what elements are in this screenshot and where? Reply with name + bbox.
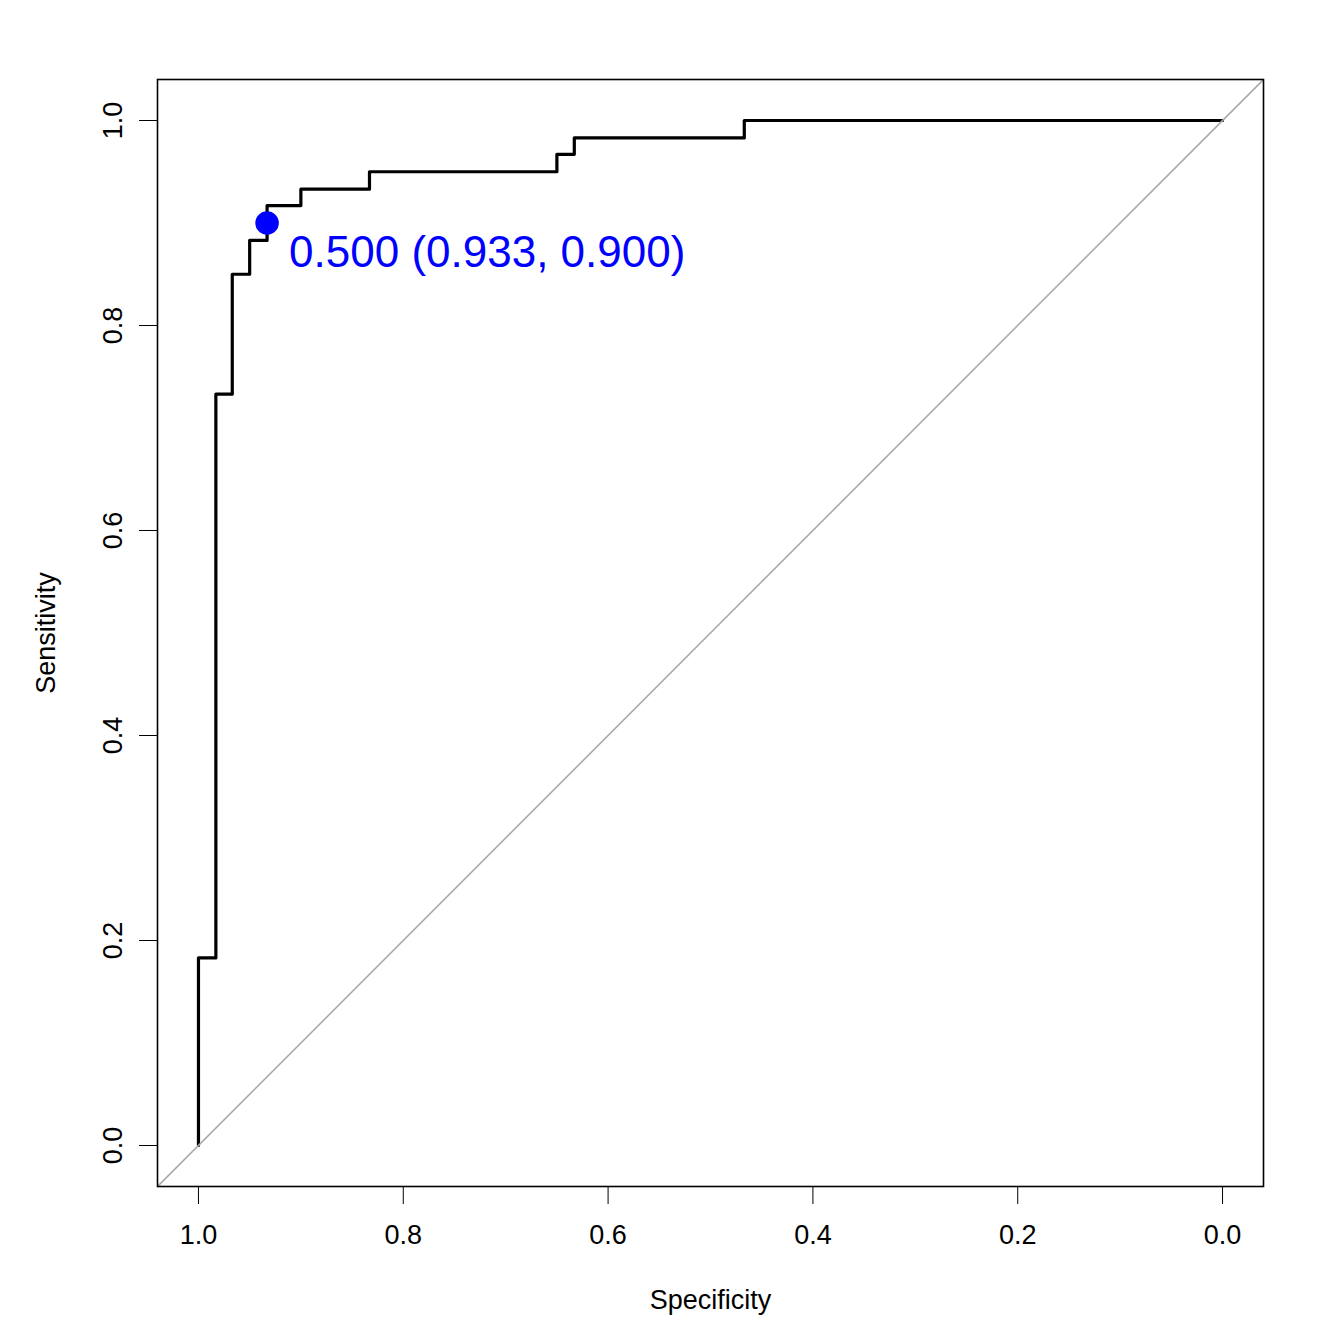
svg-text:0.500 (0.933, 0.900): 0.500 (0.933, 0.900) bbox=[289, 227, 685, 276]
svg-text:0.0: 0.0 bbox=[98, 1127, 128, 1165]
svg-text:0.0: 0.0 bbox=[1204, 1220, 1242, 1250]
svg-text:0.6: 0.6 bbox=[589, 1220, 627, 1250]
svg-text:0.4: 0.4 bbox=[794, 1220, 832, 1250]
svg-text:0.8: 0.8 bbox=[98, 307, 128, 345]
svg-text:0.8: 0.8 bbox=[385, 1220, 423, 1250]
svg-text:Sensitivity: Sensitivity bbox=[31, 572, 61, 694]
svg-text:0.2: 0.2 bbox=[999, 1220, 1037, 1250]
svg-text:1.0: 1.0 bbox=[98, 102, 128, 140]
svg-text:Specificity: Specificity bbox=[650, 1285, 772, 1315]
svg-text:0.6: 0.6 bbox=[98, 512, 128, 550]
svg-text:1.0: 1.0 bbox=[180, 1220, 218, 1250]
svg-text:0.4: 0.4 bbox=[98, 717, 128, 755]
svg-text:0.2: 0.2 bbox=[98, 922, 128, 960]
